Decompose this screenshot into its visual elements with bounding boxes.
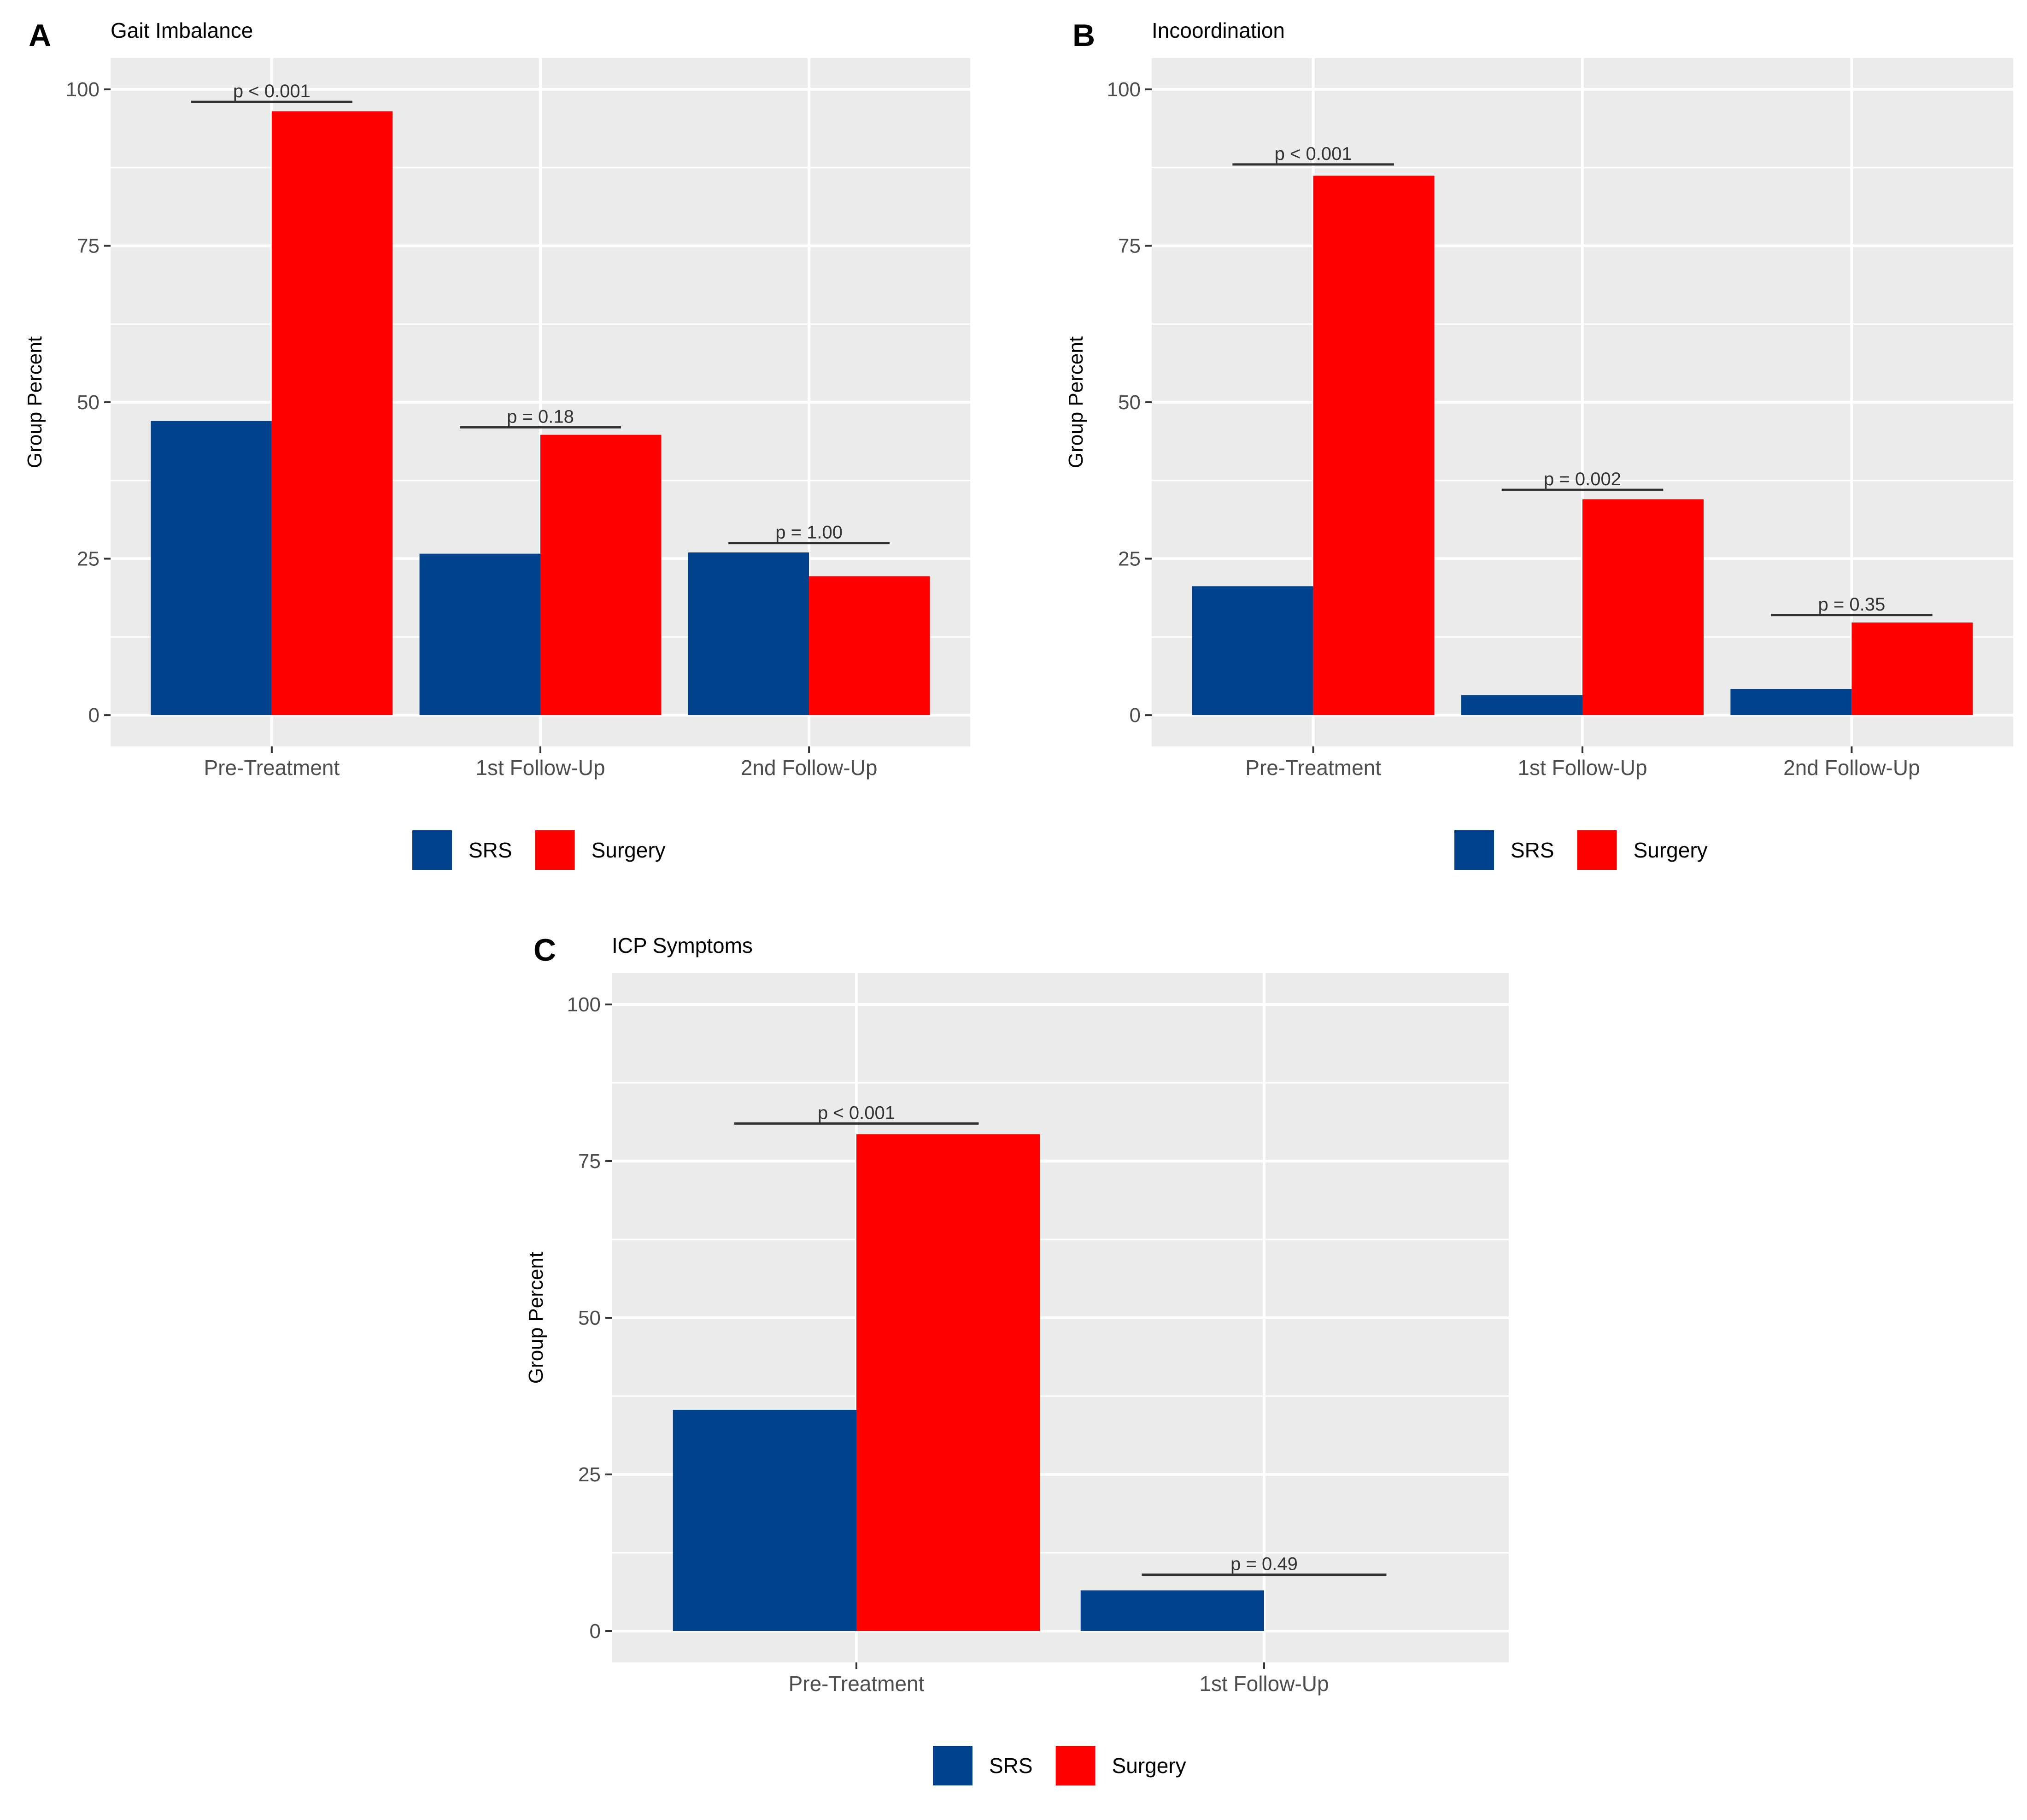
- y-tick-label: 0: [1130, 704, 1141, 727]
- legend-label-srs: SRS: [469, 838, 512, 862]
- x-tick-label: 2nd Follow-Up: [741, 756, 878, 780]
- x-tick-label: Pre-Treatment: [204, 756, 340, 780]
- bar-surgery: [809, 576, 930, 716]
- y-axis-title: Group Percent: [23, 336, 46, 468]
- legend-label-surgery: Surgery: [592, 838, 666, 862]
- p-value-label: p < 0.001: [1275, 144, 1352, 164]
- y-tick-label: 0: [88, 704, 100, 727]
- x-tick-label: 1st Follow-Up: [1517, 756, 1647, 780]
- x-tick-label: 2nd Follow-Up: [1783, 756, 1920, 780]
- bar-surgery: [856, 1134, 1040, 1631]
- legend-label-srs: SRS: [989, 1754, 1033, 1778]
- panel-a: A Gait Imbalance 0 25 50 75 100 p < 0.001 p = 0.…: [23, 18, 970, 870]
- y-tick-label: 50: [77, 391, 100, 414]
- bar-surgery: [1313, 176, 1435, 716]
- y-axis-title: Group Percent: [1065, 336, 1087, 468]
- p-value-label: p < 0.001: [233, 81, 310, 101]
- panel-label-c: C: [533, 933, 556, 968]
- bar-surgery: [1851, 622, 1973, 716]
- bar-srs: [1461, 695, 1582, 716]
- x-tick-label: Pre-Treatment: [789, 1672, 925, 1696]
- legend-key-srs: [1454, 830, 1494, 870]
- y-tick-label: 100: [1107, 78, 1141, 101]
- legend-label-surgery: Surgery: [1112, 1754, 1186, 1778]
- bar-surgery: [540, 434, 662, 716]
- y-tick-label: 25: [1118, 548, 1141, 570]
- bar-srs: [1730, 689, 1852, 716]
- y-axis-title: Group Percent: [525, 1252, 547, 1384]
- x-tick-label: 1st Follow-Up: [1199, 1672, 1329, 1696]
- y-tick-label: 25: [578, 1463, 601, 1486]
- p-value-label: p = 0.49: [1230, 1554, 1298, 1574]
- legend-key-surgery: [1055, 1746, 1096, 1785]
- legend: SRS Surgery: [1454, 830, 1708, 870]
- x-tick-label: 1st Follow-Up: [475, 756, 605, 780]
- bar-surgery: [1582, 499, 1704, 716]
- bar-srs: [673, 1409, 856, 1631]
- y-tick-label: 75: [578, 1150, 601, 1173]
- panel-b: B Incoordination 0 25 50 75 100 p < 0.001 p = 0.…: [1065, 18, 2013, 870]
- panel-title-c: ICP Symptoms: [612, 933, 753, 957]
- y-tick-label: 50: [578, 1307, 601, 1329]
- legend-label-surgery: Surgery: [1634, 838, 1708, 862]
- panel-label-a: A: [29, 18, 51, 53]
- x-tick-label: Pre-Treatment: [1245, 756, 1381, 780]
- panel-title-b: Incoordination: [1152, 18, 1285, 42]
- legend-key-surgery: [1577, 830, 1617, 870]
- y-tick-label: 75: [1118, 235, 1141, 257]
- legend-key-srs: [412, 830, 452, 870]
- p-value-label: p = 1.00: [775, 523, 843, 543]
- p-value-label: p = 0.18: [507, 406, 574, 427]
- panel-title-a: Gait Imbalance: [111, 18, 253, 42]
- bar-srs: [1080, 1590, 1264, 1631]
- p-value-label: p = 0.002: [1544, 469, 1621, 489]
- bar-srs: [151, 421, 272, 716]
- panel-c: C ICP Symptoms 0 25 50 75 100 p < 0.001 p = 0.49…: [525, 933, 1509, 1785]
- bar-surgery: [271, 111, 393, 716]
- legend-key-surgery: [535, 830, 575, 870]
- p-value-label: p = 0.35: [1818, 594, 1886, 615]
- y-tick-label: 50: [1118, 391, 1141, 414]
- y-tick-label: 0: [590, 1620, 601, 1643]
- legend-key-srs: [933, 1746, 972, 1785]
- bar-srs: [1192, 586, 1313, 716]
- legend-label-srs: SRS: [1511, 838, 1554, 862]
- p-value-label: p < 0.001: [818, 1103, 895, 1123]
- y-tick-label: 100: [66, 78, 100, 101]
- y-tick-label: 75: [77, 235, 100, 257]
- legend: SRS Surgery: [933, 1746, 1186, 1785]
- bar-srs: [419, 553, 540, 716]
- y-tick-label: 100: [567, 993, 601, 1016]
- bar-srs: [688, 552, 809, 716]
- panel-label-b: B: [1072, 18, 1095, 53]
- y-tick-label: 25: [77, 548, 100, 570]
- legend: SRS Surgery: [412, 830, 666, 870]
